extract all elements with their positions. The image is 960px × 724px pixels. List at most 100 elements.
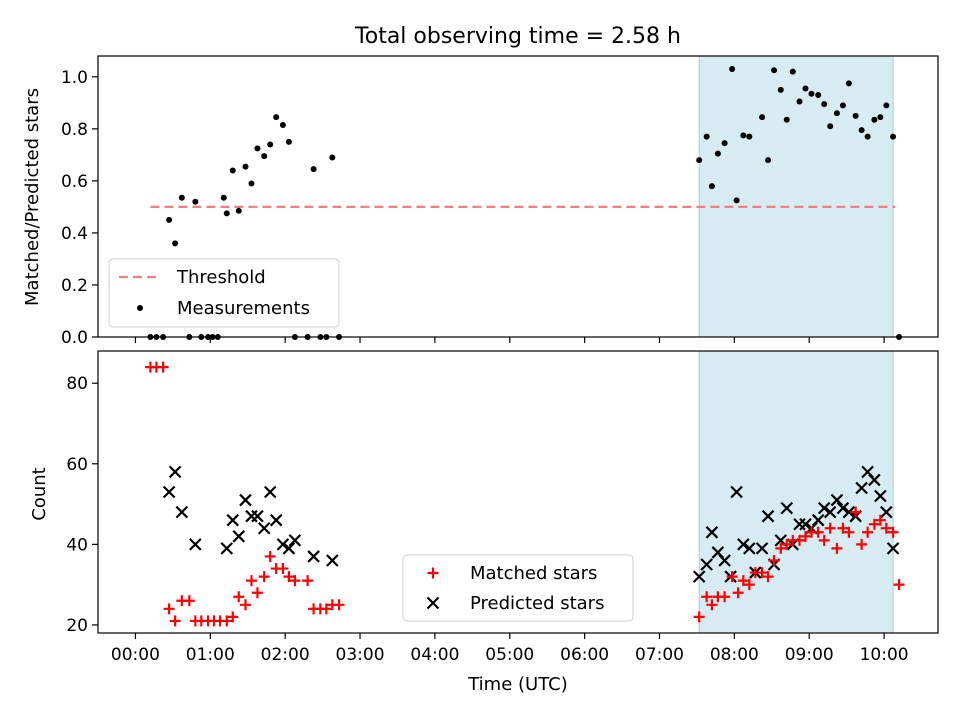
measurement-point (783, 116, 790, 123)
matched-star-point (239, 599, 251, 611)
matched-star-point (824, 522, 836, 534)
matched-star-point (320, 603, 332, 615)
predicted-star-point (780, 501, 794, 515)
matched-star-point (818, 534, 830, 546)
x-tick-label: 03:00 (336, 645, 385, 665)
predicted-star-point (220, 542, 234, 555)
legend-matched-swatch (427, 567, 439, 579)
matched-star-point (732, 587, 744, 599)
plot-frame (97, 55, 939, 338)
matched-star-point (227, 611, 239, 623)
legend-predicted-label: Predicted stars (470, 593, 604, 614)
matched-star-point (831, 542, 843, 554)
matched-star-point (726, 571, 738, 583)
matched-star-point (762, 571, 774, 583)
plot-content (147, 66, 903, 340)
measurement-point (192, 198, 199, 205)
measurement-point (796, 98, 803, 105)
measurement-point (279, 121, 286, 128)
predicted-star-point (823, 505, 837, 519)
measurement-point (235, 207, 242, 214)
matched-star-point (843, 526, 855, 538)
x-tick-label: 02:00 (261, 645, 310, 665)
matched-star-point (289, 575, 301, 587)
x-tick-label: 04:00 (410, 645, 459, 665)
y-tick-label: 20 (66, 616, 88, 636)
predicted-star-point (189, 538, 202, 551)
bottom-panel: 20 40 60 80 00:00 01:00 02:00 03:00 04:00 05:00 06… (66, 350, 939, 665)
matched-star-point (856, 538, 868, 550)
measurement-point (815, 92, 822, 99)
measurement-point (759, 114, 766, 121)
predicted-star-point (761, 509, 775, 523)
y-tick-label: 0.8 (61, 120, 88, 140)
legend-box (108, 258, 340, 328)
chart-title: Total observing time = 2.58 h (354, 24, 681, 49)
legend-measurement-label: Measurements (177, 298, 310, 319)
predicted-star-point (880, 505, 893, 519)
measurement-point (877, 114, 884, 121)
measurement-point (273, 114, 280, 121)
matched-star-point (768, 554, 780, 566)
predicted-star-point (830, 493, 844, 507)
matched-star-point (264, 550, 276, 562)
measurement-point (708, 183, 715, 190)
top-panel: 0.0 0.2 0.4 0.6 0.8 1.0 Threshold Measurements (61, 55, 939, 348)
legend-measurement-swatch (137, 305, 143, 311)
predicted-star-point (868, 473, 881, 487)
highlight-span (698, 55, 894, 338)
matched-star-point (302, 575, 314, 587)
matched-star-point (251, 587, 263, 599)
predicted-star-point (842, 505, 856, 519)
predicted-star-point (257, 521, 271, 535)
measurement-point (746, 133, 753, 140)
measurement-point (883, 102, 890, 109)
measurement-point (789, 68, 796, 75)
matched-star-point (277, 563, 289, 575)
x-tick-label: 08:00 (710, 645, 759, 665)
matched-star-point (701, 591, 713, 603)
predicted-star-point (743, 542, 756, 555)
matched-star-point (693, 611, 705, 623)
legend-box (402, 554, 634, 622)
matched-star-point (169, 615, 181, 627)
predicted-star-point (288, 534, 302, 547)
predicted-star-point (245, 509, 258, 523)
measurement-point (890, 133, 897, 140)
predicted-star-point (730, 485, 743, 499)
measurement-point (864, 133, 871, 140)
matched-star-point (258, 571, 270, 583)
matched-star-point (221, 615, 233, 627)
predicted-star-point (251, 509, 264, 523)
x-tick-label: 09:00 (785, 645, 834, 665)
predicted-star-point (836, 501, 850, 515)
measurement-point (845, 80, 852, 87)
matched-star-point (862, 526, 874, 538)
predicted-star-point (874, 489, 887, 503)
predicted-star-point (282, 542, 296, 555)
measurement-point (267, 141, 274, 148)
measurement-point (821, 101, 828, 108)
top-legend: Threshold Measurements (108, 258, 340, 328)
measurement-point (166, 216, 173, 223)
matched-star-point (781, 538, 793, 550)
measurement-point (223, 210, 230, 217)
matched-star-point (799, 530, 811, 542)
matched-star-point (737, 575, 749, 587)
matched-star-point (163, 603, 175, 615)
matched-star-point (812, 526, 824, 538)
predicted-star-point (276, 538, 290, 551)
matched-star-point (868, 518, 880, 530)
bottom-y-axis-label: Count (29, 467, 50, 520)
matched-star-point (333, 599, 345, 611)
measurement-point (839, 102, 846, 109)
y-tick-label: 0.2 (61, 276, 88, 296)
measurement-point (771, 67, 778, 74)
measurement-point (871, 116, 878, 123)
predicted-star-point (307, 550, 320, 563)
predicted-star-point (718, 554, 731, 567)
predicted-star-point (811, 513, 825, 527)
legend-predicted-swatch (426, 596, 440, 610)
predicted-star-point (817, 501, 831, 515)
